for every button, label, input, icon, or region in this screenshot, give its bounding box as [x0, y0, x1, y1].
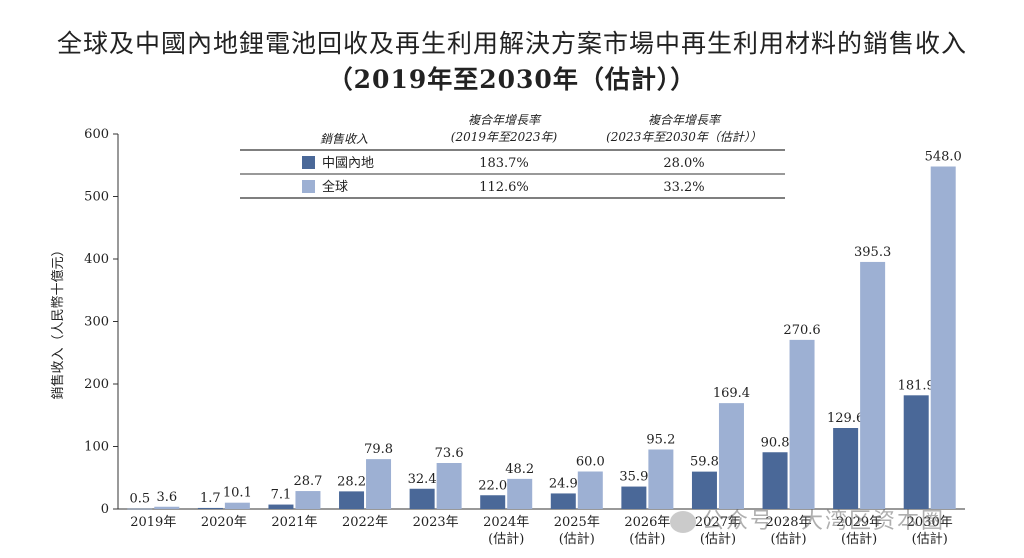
bar-mainland — [691, 471, 717, 509]
data-label: 181.9 — [898, 378, 935, 393]
data-label: 22.0 — [478, 478, 507, 493]
x-tick-label: 2029年 — [836, 515, 882, 530]
chart-title-line1: 全球及中國內地鋰電池回收及再生利用解決方案市場中再生利用材料的銷售收入 — [56, 29, 967, 58]
legend-header-cagr1: 複合年增長率 — [468, 113, 542, 127]
x-tick-label: 2024年 — [483, 515, 529, 530]
y-tick-label: 200 — [84, 377, 109, 392]
data-label: 48.2 — [505, 462, 534, 477]
x-tick-label: 2021年 — [271, 515, 317, 530]
x-tick-label: (估計) — [841, 531, 877, 547]
data-label: 169.4 — [713, 386, 750, 401]
x-tick-label: 2030年 — [907, 515, 953, 530]
y-tick-label: 600 — [84, 127, 109, 142]
bar-global — [295, 491, 321, 509]
bar-global — [789, 339, 815, 509]
y-tick-label: 100 — [84, 440, 109, 455]
data-label: 129.6 — [827, 411, 864, 426]
legend-header-label: 銷售收入 — [320, 132, 368, 146]
bar-mainland — [480, 495, 506, 509]
data-label: 548.0 — [925, 150, 962, 165]
bar-mainland — [409, 488, 435, 509]
bar-mainland — [833, 428, 859, 509]
legend-cagr2: 28.0% — [663, 156, 704, 171]
x-tick-label: 2026年 — [624, 515, 670, 530]
x-tick-label: 2020年 — [201, 515, 247, 530]
legend-cagr2: 33.2% — [663, 180, 704, 195]
x-tick-label: (估計) — [629, 531, 665, 547]
wechat-icon — [670, 511, 696, 533]
y-tick-label: 300 — [84, 315, 109, 330]
legend-table: 銷售收入 複合年增長率 (2019年至2023年) 複合年增長率 (2023年至2030… — [240, 113, 785, 199]
data-label: 32.4 — [408, 472, 437, 487]
data-label: 95.2 — [646, 433, 675, 448]
legend-cagr1: 112.6% — [479, 180, 529, 195]
legend-subheader-cagr1: (2019年至2023年) — [451, 130, 558, 144]
y-tick-label: 0 — [101, 502, 109, 517]
y-tick-label: 400 — [84, 252, 109, 267]
bar-global — [224, 502, 250, 509]
bar-mainland — [550, 493, 576, 509]
bar-global — [366, 459, 392, 509]
bar-global — [930, 166, 956, 509]
data-label: 3.6 — [156, 490, 177, 505]
bar-mainland — [339, 491, 365, 509]
legend-series-name: 全球 — [322, 179, 348, 195]
bar-mainland — [127, 508, 153, 510]
bar-global — [507, 478, 533, 509]
legend-series-name: 中國內地 — [322, 156, 374, 171]
data-label: 28.7 — [293, 474, 322, 489]
data-label: 90.8 — [761, 435, 790, 450]
data-label: 59.8 — [690, 455, 719, 470]
bar-global — [577, 471, 603, 509]
bar-global — [718, 403, 744, 509]
x-tick-label: (估計) — [559, 531, 595, 547]
bar-mainland — [268, 504, 294, 509]
y-tick-label: 500 — [84, 190, 109, 205]
bar-global — [436, 463, 462, 509]
data-label: 24.9 — [549, 476, 578, 491]
data-label: 73.6 — [435, 446, 464, 461]
chart-bars: 0.5 3.6 1.7 10.1 7.128.7 28.2 79.8 32.4 73.6 22.0… — [127, 150, 962, 510]
bar-mainland — [197, 507, 223, 509]
legend-swatch-global — [302, 180, 315, 193]
bar-global — [154, 506, 180, 509]
legend-cagr1: 183.7% — [479, 156, 529, 171]
x-tick-label: (估計) — [700, 531, 736, 547]
x-tick-label: 2028年 — [765, 515, 811, 530]
bar-mainland — [903, 395, 929, 509]
watermark-text: 公众号 · 大湾区资本圈 — [702, 509, 945, 534]
data-label: 7.1 — [271, 488, 292, 503]
x-tick-label: (估計) — [770, 531, 806, 547]
data-label: 395.3 — [854, 245, 891, 260]
legend-header-cagr2: 複合年增長率 — [648, 113, 722, 127]
chart-title-line2: （2019年至2030年（估計）） — [327, 65, 697, 94]
chart-axes: 0 100 200 300 400 500 600 銷售收入（人民幣十億元） 2019年 2020… — [50, 127, 965, 547]
data-label: 10.1 — [223, 486, 252, 501]
data-label: 28.2 — [337, 474, 366, 489]
data-label: 79.8 — [364, 442, 393, 457]
bar-mainland — [762, 452, 788, 509]
legend-swatch-mainland — [302, 156, 315, 169]
y-axis-label: 銷售收入（人民幣十億元） — [50, 243, 66, 399]
x-tick-label: (估計) — [912, 531, 948, 547]
x-tick-label: 2027年 — [695, 515, 741, 530]
x-tick-label: 2025年 — [554, 515, 600, 530]
x-tick-label: 2022年 — [342, 515, 388, 530]
bar-global — [860, 261, 886, 509]
watermark: 公众号 · 大湾区资本圈 — [670, 503, 945, 535]
data-label: 1.7 — [200, 491, 221, 506]
data-label: 0.5 — [129, 492, 150, 507]
data-label: 35.9 — [619, 470, 648, 485]
x-tick-label: (估計) — [488, 531, 524, 547]
x-tick-label: 2023年 — [413, 515, 459, 530]
legend-subheader-cagr2: (2023年至2030年（估計）） — [606, 130, 762, 144]
x-tick-label: 2019年 — [130, 515, 176, 530]
bar-global — [648, 449, 674, 509]
bar-mainland — [621, 486, 647, 509]
data-label: 270.6 — [783, 323, 820, 338]
data-label: 60.0 — [576, 455, 605, 470]
